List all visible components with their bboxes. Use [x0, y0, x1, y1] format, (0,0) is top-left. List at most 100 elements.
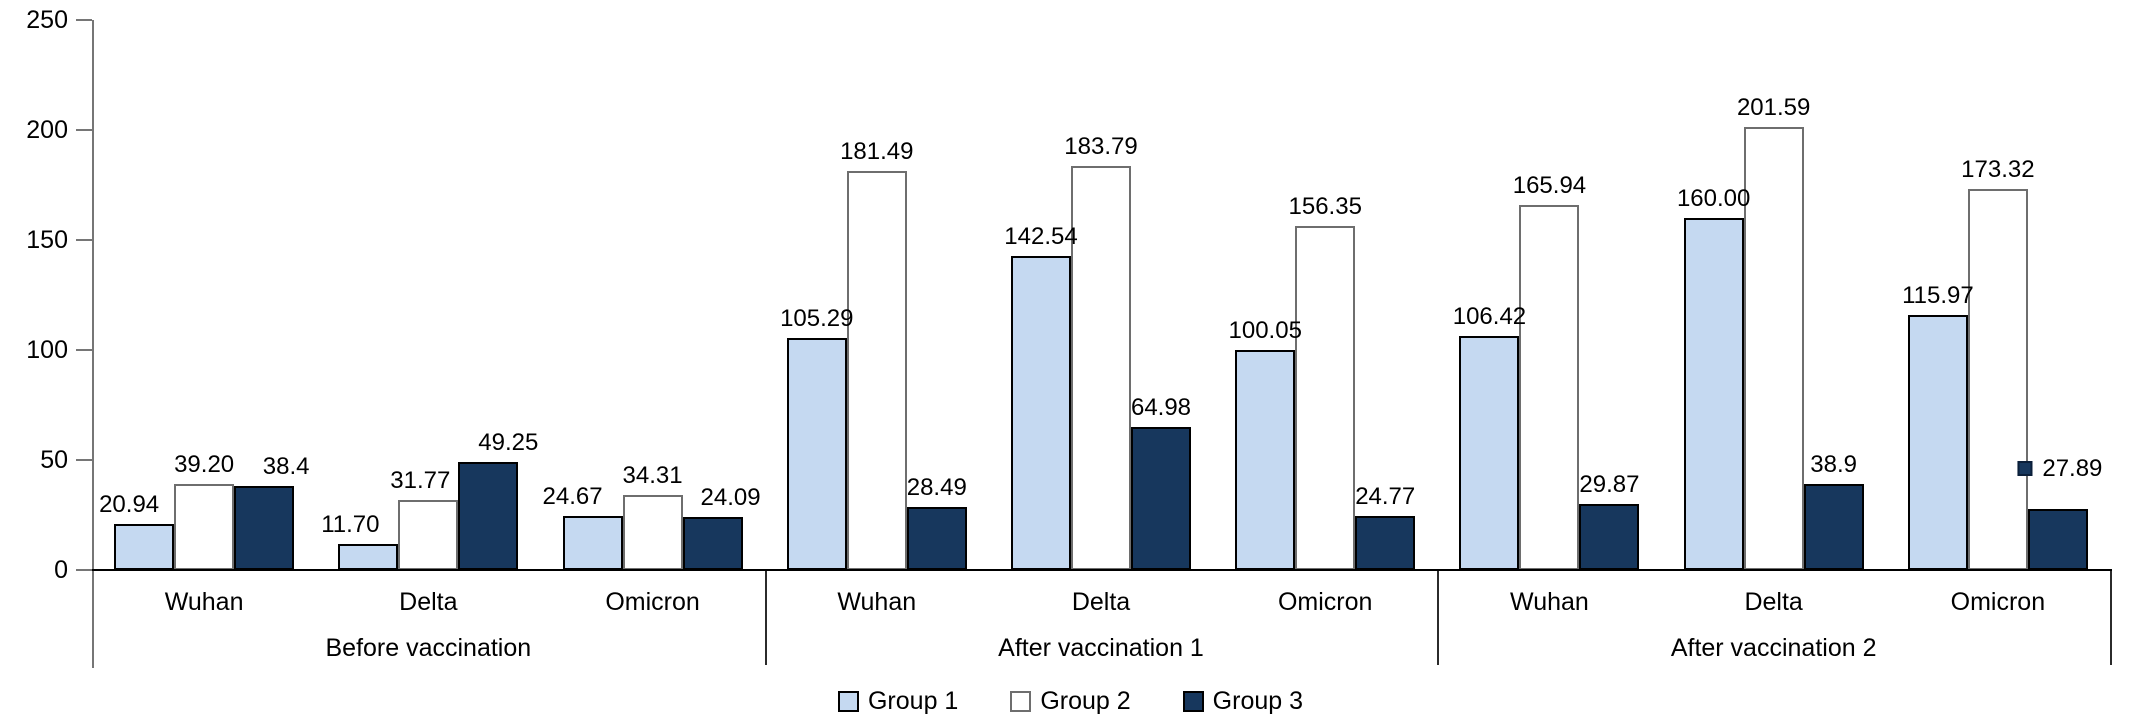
legend-label: Group 2 [1040, 687, 1131, 715]
phase-divider-line-3 [2110, 571, 2112, 665]
data-label: 165.94 [1513, 172, 1586, 200]
data-label-text: 173.32 [1961, 155, 2035, 183]
data-label: 183.79 [1064, 133, 1137, 161]
data-label: 160.00 [1677, 185, 1750, 213]
data-label-text: 115.97 [1902, 281, 1974, 309]
bar-group3-delta-7 [1803, 484, 1864, 570]
bar-group1-omicron-5 [1235, 349, 1296, 570]
y-tick-mark [76, 19, 92, 21]
data-label: 156.35 [1289, 193, 1362, 221]
variant-label-wuhan-0: Wuhan [164, 588, 244, 616]
bar-group1-delta-7 [1683, 218, 1744, 570]
data-label-text: 11.70 [321, 511, 380, 539]
bar-group3-wuhan-6 [1579, 504, 1640, 570]
variant-label-delta-4: Delta [1071, 588, 1131, 616]
data-label: 49.25 [478, 429, 538, 457]
data-label-text: 165.94 [1512, 171, 1587, 199]
data-label-text: 27.89 [2042, 454, 2103, 482]
bar-group1-wuhan-0 [114, 523, 175, 570]
data-label-text: 142.54 [1004, 223, 1078, 251]
data-label: 173.32 [1961, 156, 2034, 184]
data-label: 20.94 [99, 491, 159, 519]
bar-group3-delta-4 [1131, 427, 1191, 570]
phase-divider-line-2 [1437, 571, 1439, 665]
legend-swatch [1010, 690, 1032, 712]
data-label-text: 20.94 [99, 490, 160, 518]
bar-group2-delta-4 [1071, 165, 1131, 570]
data-label-text: 49.25 [478, 428, 539, 456]
y-tick-mark [76, 349, 92, 351]
x-axis-line [92, 569, 2112, 571]
bar-group2-delta-1 [398, 500, 459, 570]
data-label: 38.9 [1810, 451, 1857, 479]
data-label: 29.87 [1579, 471, 1639, 499]
data-label: 28.49 [907, 474, 967, 502]
bar-group3-omicron-2 [682, 517, 743, 570]
data-label-text: 31.77 [390, 467, 451, 495]
phase-divider-line-1 [765, 571, 767, 665]
y-tick-label: 50 [40, 446, 68, 474]
legend-item-group3: Group 3 [1182, 687, 1304, 715]
data-label-text: 156.35 [1288, 193, 1362, 221]
data-label: 201.59 [1737, 94, 1810, 122]
bar-group2-omicron-2 [622, 494, 683, 570]
data-label-text: 183.79 [1064, 132, 1138, 160]
variant-label-wuhan-6: Wuhan [1510, 588, 1589, 616]
data-label-text: 38.9 [1810, 451, 1858, 479]
data-label: 11.70 [321, 511, 379, 539]
phase-label-2: After vaccination 1 [998, 634, 1204, 662]
bar-group3-omicron-5 [1355, 515, 1416, 570]
y-tick-label: 100 [26, 336, 68, 364]
data-label-text: 24.77 [1355, 482, 1416, 510]
variant-label-wuhan-3: Wuhan [837, 588, 917, 616]
bar-group1-wuhan-6 [1459, 335, 1520, 570]
data-label: 64.98 [1131, 394, 1191, 422]
data-label-text: 106.42 [1452, 302, 1527, 330]
legend-item-group2: Group 2 [1010, 687, 1131, 715]
data-label: 34.31 [623, 462, 683, 490]
data-label-text: 160.00 [1676, 185, 1751, 212]
data-label-text: 105.29 [780, 305, 854, 333]
y-tick-label: 0 [54, 556, 68, 584]
bar-group2-omicron-8 [1967, 188, 2028, 570]
data-label: 142.54 [1004, 223, 1077, 251]
legend-label: Group 1 [867, 687, 959, 715]
legend-swatch [1182, 690, 1204, 712]
legend-label: Group 3 [1212, 687, 1304, 715]
data-label: 31.77 [390, 467, 450, 495]
y-tick-mark [76, 459, 92, 461]
bar-group1-delta-1 [338, 544, 399, 570]
bar-group1-omicron-2 [562, 515, 623, 570]
data-label-text: 34.31 [622, 461, 683, 489]
bar-group1-omicron-8 [1907, 314, 1968, 570]
data-label-text: 181.49 [840, 137, 914, 165]
data-label: 27.89 [2017, 455, 2102, 483]
data-label: 100.05 [1229, 317, 1302, 345]
data-label: 24.67 [543, 483, 603, 511]
data-label: 115.97 [1902, 282, 1974, 310]
data-label-text: 29.87 [1579, 471, 1640, 499]
bar-group3-wuhan-3 [906, 507, 967, 570]
data-label-text: 38.4 [262, 452, 310, 480]
y-tick-mark [76, 129, 92, 131]
data-label: 181.49 [840, 138, 913, 166]
data-label: 106.42 [1453, 303, 1526, 331]
bar-group2-wuhan-6 [1519, 204, 1580, 570]
bar-group1-wuhan-3 [786, 338, 847, 570]
bar-group1-delta-4 [1011, 256, 1071, 570]
y-tick-mark [76, 569, 92, 571]
phase-label-1: Before vaccination [325, 634, 532, 662]
bar-group2-wuhan-3 [846, 170, 907, 570]
legend-item-group1: Group 1 [837, 687, 959, 715]
data-label-text: 24.67 [542, 482, 603, 510]
data-label-text: 39.20 [174, 450, 235, 478]
bar-group2-wuhan-0 [174, 483, 235, 570]
bar-group2-omicron-5 [1295, 226, 1356, 570]
y-tick-label: 250 [26, 6, 68, 34]
y-tick-label: 150 [26, 226, 68, 254]
data-label: 105.29 [780, 305, 853, 333]
data-label: 39.20 [174, 451, 234, 479]
bar-group3-omicron-8 [2027, 508, 2088, 570]
data-label-text: 64.98 [1130, 394, 1192, 422]
legend-swatch [837, 690, 859, 712]
